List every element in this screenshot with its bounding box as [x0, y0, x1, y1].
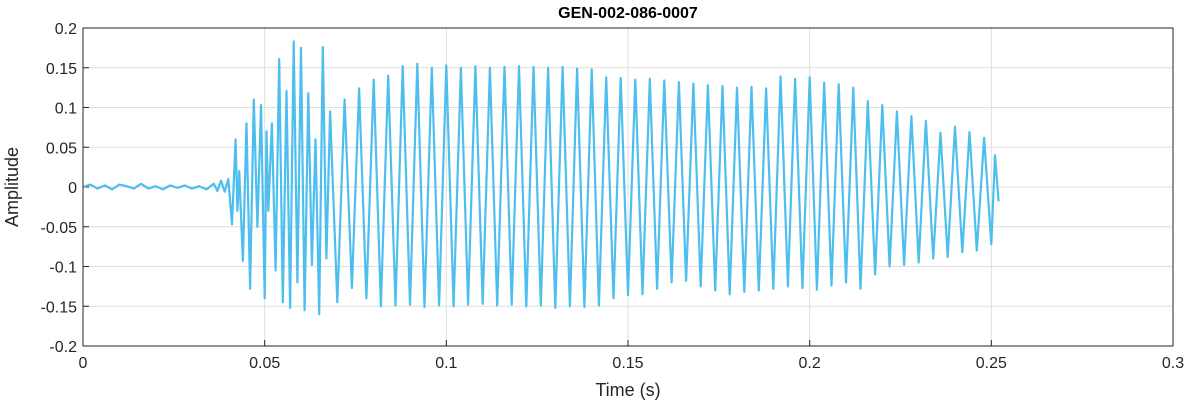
x-tick-label: 0.1 — [435, 355, 457, 372]
y-tick-label: 0.2 — [55, 21, 77, 38]
y-tick-label: -0.2 — [49, 339, 77, 356]
x-tick-labels: 0 0.05 0.1 0.15 0.2 0.25 0.3 — [79, 355, 1185, 372]
y-tick-label: 0.05 — [46, 140, 77, 157]
x-tick-label: 0 — [79, 355, 88, 372]
y-tick-label: -0.15 — [41, 299, 78, 316]
y-axis-label: Amplitude — [2, 147, 22, 227]
x-axis-label: Time (s) — [595, 380, 660, 400]
y-tick-label: 0 — [68, 180, 77, 197]
x-tick-label: 0.25 — [976, 355, 1007, 372]
y-tick-label: 0.1 — [55, 101, 77, 118]
y-tick-label: -0.1 — [49, 260, 77, 277]
series-group — [82, 40, 1000, 316]
chart-title: GEN-002-086-0007 — [558, 5, 698, 22]
x-tick-label: 0.2 — [799, 355, 821, 372]
y-tick-label: -0.05 — [41, 220, 78, 237]
y-tick-label: 0.15 — [46, 61, 77, 78]
x-tick-label: 0.3 — [1162, 355, 1184, 372]
axes-box — [82, 27, 1174, 347]
series-line-0 — [82, 40, 1000, 316]
x-tick-label: 0.15 — [612, 355, 643, 372]
y-tick-labels: 0.2 0.15 0.1 0.05 0 -0.05 -0.1 -0.15 -0.2 — [41, 21, 78, 356]
x-tick-label: 0.05 — [249, 355, 280, 372]
